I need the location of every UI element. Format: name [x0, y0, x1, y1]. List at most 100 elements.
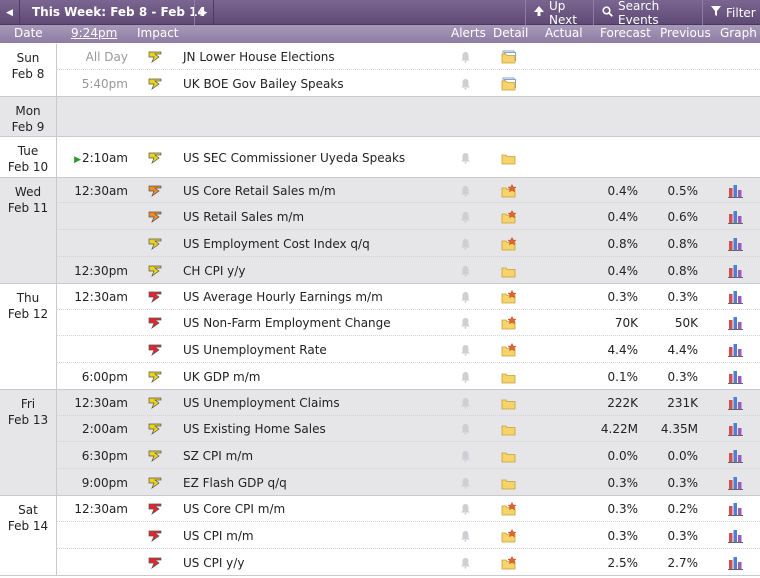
impact-low-icon[interactable]: [148, 477, 162, 489]
search-icon: [602, 5, 613, 20]
alert-bell-icon[interactable]: [460, 423, 472, 435]
event-name: EZ Flash GDP q/q: [183, 475, 287, 490]
bar-chart-icon[interactable]: [728, 184, 743, 198]
alert-bell-icon[interactable]: [460, 185, 472, 197]
col-date: Date: [14, 26, 43, 40]
bar-chart-icon[interactable]: [728, 396, 743, 410]
folder-icon[interactable]: [501, 422, 517, 436]
folder-new-icon[interactable]: [501, 501, 517, 516]
alert-bell-icon[interactable]: [460, 371, 472, 383]
previous-value: 4.35M: [660, 422, 698, 436]
filter-button[interactable]: Filter: [702, 0, 760, 25]
alert-bell-icon[interactable]: [460, 211, 472, 223]
event-row: 5:40pm UK BOE Gov Bailey Speaks: [56, 70, 760, 97]
folder-new-icon[interactable]: [501, 209, 517, 224]
impact-high-icon[interactable]: [148, 557, 162, 569]
folder-new-icon[interactable]: [501, 342, 517, 357]
folder-stack-icon[interactable]: [501, 77, 517, 91]
folder-new-icon[interactable]: [501, 528, 517, 543]
forecast-value: 0.4%: [607, 209, 639, 224]
impact-low-icon[interactable]: [148, 51, 162, 63]
bar-chart-icon[interactable]: [728, 237, 743, 251]
impact-medium-icon[interactable]: [148, 185, 162, 197]
impact-low-icon[interactable]: [148, 238, 162, 250]
impact-low-icon[interactable]: [148, 423, 162, 435]
day-of-week: Mon: [15, 104, 41, 118]
bar-chart-icon[interactable]: [728, 476, 743, 490]
folder-new-icon[interactable]: [501, 289, 517, 304]
day-date: Feb 13: [7, 413, 49, 427]
impact-high-icon[interactable]: [148, 503, 162, 515]
bar-chart-icon[interactable]: [728, 370, 743, 384]
alert-bell-icon[interactable]: [460, 477, 472, 489]
forecast-value: 0.4%: [607, 263, 639, 278]
bar-chart-icon[interactable]: [728, 343, 743, 357]
folder-new-icon[interactable]: [501, 236, 517, 251]
alert-bell-icon[interactable]: [460, 238, 472, 250]
bar-chart-icon[interactable]: [728, 502, 743, 516]
up-next-button[interactable]: Up Next: [525, 0, 592, 27]
folder-icon[interactable]: [501, 396, 517, 410]
day-date: Feb 10: [7, 160, 49, 174]
impact-low-icon[interactable]: [148, 265, 162, 277]
bar-chart-icon[interactable]: [728, 449, 743, 463]
impact-high-icon[interactable]: [148, 291, 162, 303]
impact-high-icon[interactable]: [148, 317, 162, 329]
day-bottom-border: [0, 495, 760, 496]
col-forecast: Forecast: [600, 26, 651, 40]
bar-chart-icon[interactable]: [728, 264, 743, 278]
bar-chart-icon[interactable]: [728, 210, 743, 224]
event-name: US CPI m/m: [183, 528, 254, 543]
alert-bell-icon[interactable]: [460, 344, 472, 356]
alert-bell-icon[interactable]: [460, 450, 472, 462]
folder-new-icon[interactable]: [501, 555, 517, 570]
impact-low-icon[interactable]: [148, 450, 162, 462]
alert-bell-icon[interactable]: [460, 503, 472, 515]
folder-icon[interactable]: [501, 370, 517, 384]
alert-bell-icon[interactable]: [460, 78, 472, 90]
folder-icon[interactable]: [501, 264, 517, 278]
alert-bell-icon[interactable]: [460, 291, 472, 303]
event-time-text: 12:30am: [74, 290, 128, 304]
impact-high-icon[interactable]: [148, 344, 162, 356]
folder-icon[interactable]: [501, 449, 517, 463]
arrow-left-icon: ◀: [6, 7, 13, 18]
alert-bell-icon[interactable]: [460, 152, 472, 164]
bar-chart-icon[interactable]: [728, 556, 743, 570]
day-divider: [56, 284, 57, 390]
bar-chart-icon[interactable]: [728, 290, 743, 304]
folder-new-icon[interactable]: [501, 183, 517, 198]
alert-bell-icon[interactable]: [460, 557, 472, 569]
previous-week-button[interactable]: ◀: [0, 0, 20, 25]
event-row: US Retail Sales m/m 0.4% 0.6%: [56, 203, 760, 230]
current-time-link[interactable]: 9:24pm: [71, 26, 118, 40]
alert-bell-icon[interactable]: [460, 265, 472, 277]
event-time: All Day: [56, 50, 128, 64]
next-week-button[interactable]: ▶: [194, 0, 214, 25]
search-events-button[interactable]: Search Events: [593, 0, 702, 27]
event-name: US Non-Farm Employment Change: [183, 316, 391, 330]
event-name: US CPI y/y: [183, 555, 245, 570]
event-row: 12:30am US Core Retail Sales m/m 0.4% 0.5%: [56, 178, 760, 203]
impact-low-icon[interactable]: [148, 152, 162, 164]
bar-chart-icon[interactable]: [728, 529, 743, 543]
bar-chart-icon[interactable]: [728, 422, 743, 436]
alert-bell-icon[interactable]: [460, 397, 472, 409]
event-row: 12:30pm CH CPI y/y 0.4% 0.8%: [56, 257, 760, 284]
impact-low-icon[interactable]: [148, 397, 162, 409]
impact-medium-icon[interactable]: [148, 211, 162, 223]
folder-stack-icon[interactable]: [501, 50, 517, 64]
day-group: Mon Feb 9: [0, 97, 760, 137]
day-of-week: Sat: [18, 503, 38, 517]
bar-chart-icon[interactable]: [728, 316, 743, 330]
alert-bell-icon[interactable]: [460, 317, 472, 329]
alert-bell-icon[interactable]: [460, 51, 472, 63]
impact-low-icon[interactable]: [148, 371, 162, 383]
folder-new-icon[interactable]: [501, 315, 517, 330]
folder-icon[interactable]: [501, 476, 517, 490]
event-row: 12:30am US Average Hourly Earnings m/m 0.3…: [56, 284, 760, 310]
impact-low-icon[interactable]: [148, 78, 162, 90]
alert-bell-icon[interactable]: [460, 530, 472, 542]
impact-high-icon[interactable]: [148, 530, 162, 542]
folder-icon[interactable]: [501, 151, 517, 165]
